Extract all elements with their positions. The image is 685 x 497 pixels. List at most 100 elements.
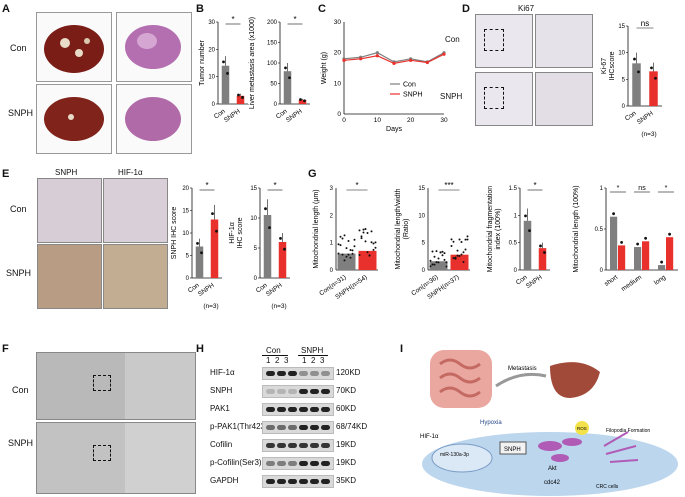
h-lane-label: 1	[302, 356, 307, 365]
y-axis-label: Mitochondrial length/width	[395, 188, 402, 269]
h-band	[321, 425, 330, 430]
h-protein-label: PAK1	[210, 404, 230, 413]
h-band	[266, 371, 275, 376]
y-tick-label: 10	[208, 75, 215, 81]
data-point	[441, 250, 444, 253]
data-point	[368, 254, 371, 257]
sig-label: *	[665, 185, 668, 192]
y-tick-label: 5	[422, 241, 426, 247]
data-point	[443, 258, 446, 261]
h-band	[277, 407, 286, 412]
panel-label-e: E	[2, 168, 10, 180]
d-ihc-con-high	[535, 14, 593, 68]
y-tick-label: 10	[334, 80, 342, 87]
h-protein-label: SNPH	[210, 386, 233, 395]
i-cdc42-label: cdc42	[544, 480, 561, 486]
y-tick-label: 30	[208, 20, 215, 26]
e-ihc-snph-snph	[37, 244, 102, 309]
i-intestine-icon	[430, 350, 492, 408]
bar-con	[221, 65, 230, 104]
bar-snph	[649, 71, 658, 106]
y-tick-label: 10	[418, 213, 425, 219]
panel-label-f: F	[2, 343, 9, 355]
a-row-label-snph: SNPH	[8, 108, 34, 118]
h-band	[266, 461, 275, 466]
x-tick-label: 0	[342, 117, 346, 124]
y-tick-label: 10	[182, 231, 189, 237]
y-tick-label: 1	[330, 241, 334, 247]
data-point	[429, 265, 432, 268]
y-tick-label: 5	[622, 77, 626, 83]
n-label: (n=3)	[271, 303, 286, 310]
data-point	[374, 246, 377, 249]
bar	[358, 250, 377, 270]
f-tem-snph	[36, 422, 196, 494]
d-stain-label: Ki67	[518, 4, 535, 13]
data-point	[528, 229, 531, 233]
h-band	[277, 425, 286, 430]
n-label: (n=3)	[641, 131, 656, 138]
data-point	[345, 255, 348, 258]
x-tick-label: short	[603, 274, 619, 288]
data-point	[375, 54, 379, 58]
y-tick-label: 20	[334, 50, 342, 57]
y-axis-label-2: (Ratio)	[403, 218, 410, 239]
data-point	[342, 58, 346, 62]
data-point	[464, 248, 467, 251]
y-tick-label: 0	[274, 102, 278, 108]
bar-con	[283, 71, 292, 104]
data-point	[343, 234, 346, 237]
data-point	[349, 256, 352, 259]
panel-label-h: H	[196, 343, 204, 355]
bar-con	[263, 215, 272, 278]
data-point	[466, 238, 469, 241]
h-lane-label: 2	[275, 356, 280, 365]
h-band	[321, 407, 330, 412]
data-point	[339, 244, 342, 247]
data-point	[431, 250, 434, 253]
bar-con	[632, 63, 641, 106]
data-point	[524, 214, 527, 218]
data-point	[226, 71, 229, 75]
h-snph-underline	[298, 355, 328, 356]
x-tick-label: SNPH	[636, 110, 655, 126]
h-group-con: Con	[266, 346, 281, 355]
data-point	[360, 237, 363, 240]
i-metastasis-label: Metastasis	[508, 366, 537, 372]
data-point	[450, 238, 453, 241]
data-point	[437, 257, 440, 260]
x-tick-label: SNPH	[197, 282, 216, 298]
data-point	[343, 259, 346, 262]
h-blot-strip	[262, 403, 334, 416]
f-row-label-con: Con	[12, 385, 29, 395]
data-point	[450, 245, 453, 248]
h-band	[277, 371, 286, 376]
data-point	[358, 229, 361, 232]
e-row-label-con: Con	[10, 204, 27, 214]
data-point	[660, 260, 663, 264]
h-band	[288, 479, 297, 484]
n-label: (n=3)	[203, 303, 218, 310]
y-tick-label: 2	[330, 213, 334, 219]
y-tick-label: 15	[618, 24, 625, 30]
bar-con	[634, 247, 642, 270]
h-band	[310, 425, 319, 430]
data-point	[452, 257, 455, 260]
y-tick-label: 15	[250, 186, 257, 192]
data-point	[466, 235, 469, 238]
data-point	[283, 247, 286, 251]
data-point	[454, 256, 457, 259]
data-point	[222, 60, 225, 64]
data-point	[409, 58, 413, 62]
h-band	[288, 461, 297, 466]
y-tick-label: 20	[182, 186, 189, 192]
i-mitochondrion-3	[551, 454, 569, 462]
i-akt-label: Akt	[548, 466, 557, 472]
bar-con	[658, 265, 666, 270]
data-point	[644, 236, 647, 240]
y-tick-label: 10	[618, 51, 625, 57]
h-band	[277, 479, 286, 484]
e-col-label-hif: HIF-1α	[118, 168, 143, 177]
